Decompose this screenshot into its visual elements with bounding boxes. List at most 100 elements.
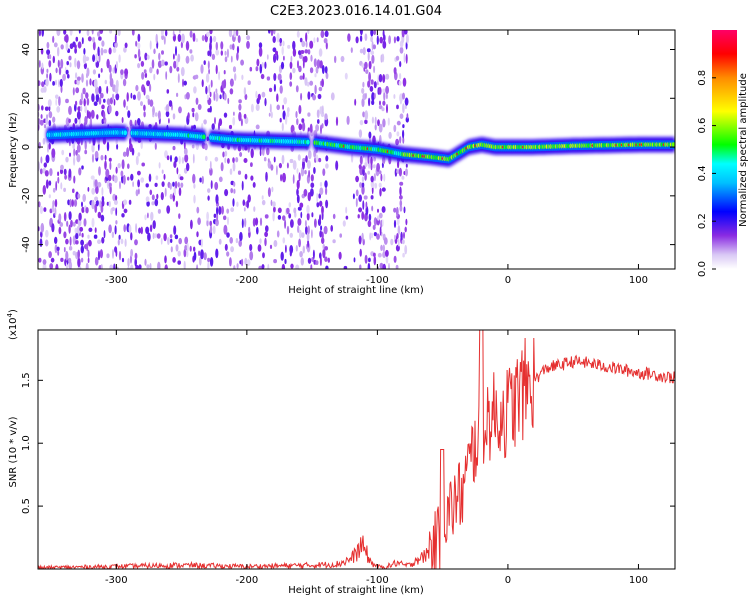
noise-cell: [280, 174, 283, 182]
noise-cell: [58, 79, 60, 88]
noise-cell: [308, 169, 311, 178]
noise-cell: [229, 237, 233, 244]
noise-cell: [218, 176, 223, 183]
noise-cell: [115, 195, 118, 201]
noise-cell: [41, 81, 45, 88]
noise-cell: [292, 160, 297, 170]
noise-cell: [377, 74, 380, 83]
noise-cell: [138, 188, 140, 195]
noise-cell: [295, 245, 298, 252]
noise-cell: [108, 224, 112, 234]
noise-cell: [88, 111, 92, 119]
noise-cell: [320, 30, 325, 38]
noise-cell: [201, 175, 204, 185]
noise-cell: [55, 263, 59, 269]
x-tick-label: 0: [505, 275, 511, 286]
noise-cell: [402, 129, 405, 139]
noise-cell: [108, 64, 112, 73]
noise-cell: [179, 30, 181, 34]
noise-cell: [402, 124, 405, 129]
y-tick-label: 0: [21, 144, 32, 150]
noise-cell: [163, 36, 166, 45]
noise-cell: [157, 110, 161, 120]
noise-cell: [68, 105, 72, 115]
noise-cell: [297, 225, 300, 234]
noise-cell: [209, 224, 213, 234]
noise-cell: [117, 30, 121, 36]
noise-cell: [365, 201, 368, 209]
noise-cell: [94, 203, 98, 213]
noise-cell: [185, 92, 190, 100]
noise-cell: [320, 124, 322, 135]
noise-cell: [65, 98, 69, 104]
noise-cell: [48, 105, 51, 112]
noise-cell: [165, 71, 168, 80]
noise-cell: [277, 207, 282, 214]
noise-cell: [87, 249, 90, 259]
noise-cell: [299, 75, 304, 80]
noise-cell: [126, 105, 129, 111]
noise-cell: [257, 244, 262, 252]
noise-cell: [229, 168, 233, 175]
x-tick-label: -300: [105, 275, 128, 286]
noise-cell: [134, 252, 138, 260]
noise-cell: [365, 69, 369, 74]
noise-cell: [402, 103, 405, 114]
noise-cell: [69, 236, 72, 246]
noise-cell: [98, 166, 101, 176]
noise-cell: [174, 181, 178, 189]
noise-cell: [388, 131, 392, 139]
noise-cell: [109, 161, 112, 170]
noise-cell: [82, 54, 87, 65]
noise-cell: [218, 238, 222, 245]
noise-cell: [258, 265, 263, 269]
noise-cell: [318, 193, 322, 199]
noise-cell: [209, 257, 214, 267]
noise-cell: [330, 225, 334, 232]
x-tick-label: -200: [236, 575, 259, 586]
noise-cell: [55, 79, 57, 86]
noise-cell: [378, 182, 382, 188]
noise-cell: [233, 265, 236, 269]
ridge-core-cell: [123, 130, 127, 136]
noise-cell: [149, 40, 152, 50]
noise-cell: [68, 211, 72, 221]
noise-cell: [49, 208, 53, 214]
noise-cell: [378, 212, 383, 219]
noise-cell: [97, 181, 102, 188]
noise-cell: [57, 176, 60, 184]
noise-cell: [273, 83, 276, 92]
noise-cell: [69, 30, 73, 36]
noise-cell: [56, 246, 60, 251]
noise-cell: [135, 155, 139, 166]
noise-cell: [151, 194, 155, 201]
noise-cell: [263, 157, 267, 162]
noise-cell: [210, 180, 213, 190]
noise-cell: [101, 237, 105, 244]
noise-cell: [189, 30, 193, 38]
noise-cell: [134, 54, 137, 59]
noise-cell: [358, 129, 363, 138]
noise-cell: [249, 66, 253, 72]
x-tick-label: -300: [105, 575, 128, 586]
noise-cell: [75, 232, 79, 240]
noise-cell: [244, 217, 247, 228]
noise-cell: [177, 73, 180, 84]
noise-cell: [350, 47, 353, 53]
noise-cell: [282, 40, 285, 47]
noise-cell: [113, 99, 116, 106]
noise-cell: [313, 167, 316, 174]
noise-cell: [60, 85, 63, 93]
noise-cell: [86, 98, 90, 106]
noise-cell: [68, 168, 72, 178]
noise-cell: [129, 119, 133, 127]
noise-cell: [373, 173, 376, 182]
noise-cell: [359, 155, 363, 165]
noise-cell: [393, 207, 397, 213]
noise-cell: [54, 244, 58, 254]
spectrogram-x-label: Height of straight line (km): [288, 285, 424, 296]
noise-cell: [137, 179, 141, 188]
noise-cell: [396, 120, 401, 126]
noise-cell: [261, 62, 264, 68]
noise-cell: [137, 91, 141, 101]
